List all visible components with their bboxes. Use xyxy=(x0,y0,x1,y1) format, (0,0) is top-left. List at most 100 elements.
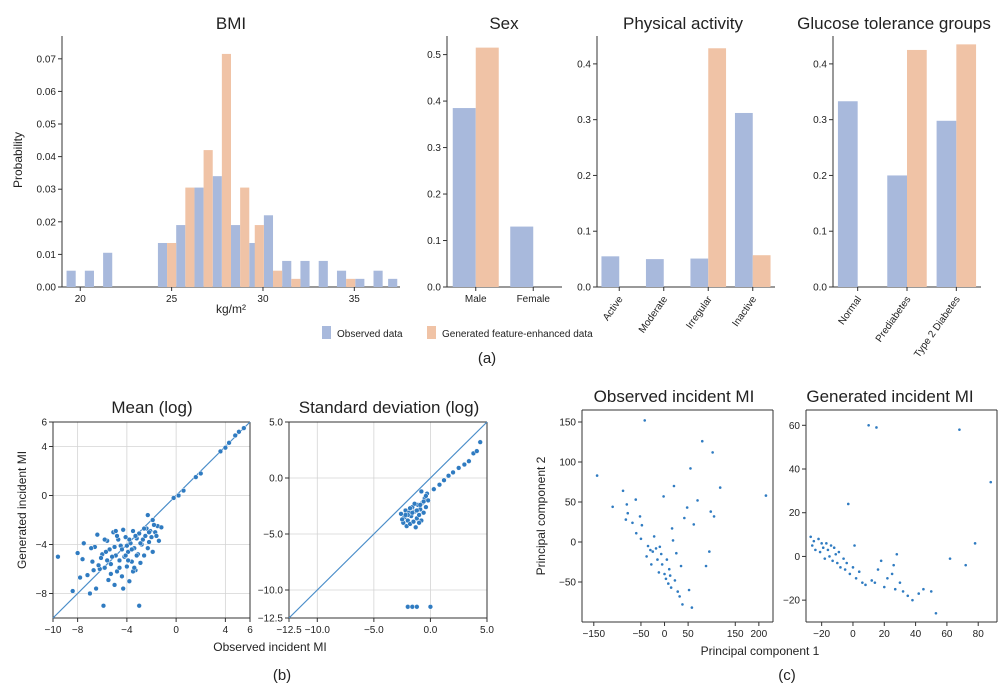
generated-pca-chart: −20 0 20 40 60 −20 0 20 40 60 80 Generated incident… xyxy=(783,387,998,640)
y-tick-label: 0 xyxy=(41,491,47,502)
observed-bar xyxy=(318,260,328,287)
data-point xyxy=(634,498,638,501)
data-point xyxy=(895,552,899,556)
data-point xyxy=(646,544,650,548)
data-point xyxy=(708,550,711,553)
reference-line xyxy=(288,421,488,619)
physical-activity-chart: 0.0 0.1 0.2 0.3 0.4 Active Moderate Irregular In… xyxy=(577,14,775,335)
data-point xyxy=(846,502,850,506)
x-tick-label: −10.0 xyxy=(305,625,331,636)
data-point xyxy=(236,429,242,435)
y-tick-label: 0.2 xyxy=(813,171,827,182)
data-point xyxy=(74,550,81,556)
generated-bar xyxy=(907,49,927,287)
data-point xyxy=(656,558,659,561)
data-point xyxy=(712,515,716,518)
data-point xyxy=(837,550,841,554)
data-point xyxy=(111,582,118,588)
y-tick-label: 0.04 xyxy=(37,152,57,163)
x-tick-label: 25 xyxy=(166,294,178,305)
data-point xyxy=(595,474,599,477)
data-point xyxy=(886,576,889,580)
y-tick-label: 20 xyxy=(789,508,801,519)
data-point xyxy=(399,516,405,523)
data-point xyxy=(624,518,628,521)
data-point xyxy=(120,527,126,533)
data-point xyxy=(151,522,157,528)
data-point xyxy=(141,525,147,532)
data-point xyxy=(643,419,647,422)
data-point xyxy=(124,543,130,549)
y-tick-label: −12.5 xyxy=(258,614,284,625)
data-point xyxy=(402,512,409,518)
generated-bar xyxy=(185,187,195,287)
data-point xyxy=(911,598,914,602)
data-point xyxy=(675,551,678,555)
data-point xyxy=(867,423,870,427)
data-point xyxy=(125,557,131,564)
y-tick-label: −8 xyxy=(36,589,48,600)
y-tick-label: 0.4 xyxy=(427,97,441,108)
x-tick-label: Normal xyxy=(837,294,864,327)
observed-bar xyxy=(690,258,709,287)
data-point xyxy=(821,546,825,549)
observed-bar xyxy=(510,226,534,287)
sex-chart: 0.0 0.1 0.2 0.3 0.4 0.5 Male Female Sex xyxy=(427,14,562,305)
data-point xyxy=(100,603,107,609)
data-point xyxy=(626,511,630,515)
x-tick-label: 35 xyxy=(349,294,361,305)
x-tick-label: 30 xyxy=(257,294,269,305)
data-point xyxy=(142,533,148,539)
data-point xyxy=(461,461,468,468)
chart-title: Observed incident MI xyxy=(594,387,755,406)
data-point xyxy=(958,428,961,431)
y-tick-label: 0.03 xyxy=(37,185,57,196)
data-point xyxy=(232,432,238,439)
chart-title: Sex xyxy=(489,14,519,33)
data-point xyxy=(116,565,123,571)
std-log-chart: −12.5−10.0−5.00.05.0−12.5 −10.0 −5.0 0.0 5.0… xyxy=(258,398,495,636)
data-point xyxy=(156,538,162,544)
data-point xyxy=(828,555,831,558)
data-point xyxy=(146,529,152,535)
data-point xyxy=(687,588,691,592)
x-tick-label: −5.0 xyxy=(364,625,384,636)
x-tick-label: 200 xyxy=(751,629,768,640)
data-point xyxy=(864,583,867,587)
data-point xyxy=(416,520,422,526)
data-point xyxy=(105,577,112,583)
y-tick-label: −50 xyxy=(559,578,576,589)
data-point xyxy=(217,448,224,455)
observed-bar xyxy=(212,176,222,287)
data-point xyxy=(832,546,836,549)
data-point xyxy=(829,544,833,547)
generated-bar xyxy=(475,47,499,288)
generated-bar xyxy=(346,278,356,287)
data-point xyxy=(964,563,967,567)
x-tick-label: 0 xyxy=(662,629,668,640)
data-point xyxy=(94,532,100,538)
data-point xyxy=(450,469,456,476)
data-point xyxy=(842,557,845,560)
legend-label-observed: Observed data xyxy=(337,329,403,340)
data-point xyxy=(116,557,123,564)
data-point xyxy=(241,425,247,431)
observed-bar xyxy=(84,270,94,287)
data-point xyxy=(839,566,842,569)
data-point xyxy=(685,506,689,509)
observed-bar xyxy=(176,225,186,287)
data-point xyxy=(892,563,895,567)
data-point xyxy=(870,579,874,582)
mean-log-chart: −8 −4 0 4 6 −10 −8 −4 0 4 6 Mean (log) Generated inc… xyxy=(15,398,253,636)
data-point xyxy=(678,595,681,598)
observed-bar xyxy=(194,187,204,287)
x-tick-label: 0.0 xyxy=(423,625,437,636)
data-point xyxy=(890,572,894,576)
data-point xyxy=(109,554,115,560)
y-tick-label: 50 xyxy=(565,498,577,509)
x-tick-label: Moderate xyxy=(637,294,670,335)
y-axis-label: Probability xyxy=(11,132,25,188)
data-point xyxy=(137,560,144,566)
observed-bar xyxy=(336,270,347,287)
